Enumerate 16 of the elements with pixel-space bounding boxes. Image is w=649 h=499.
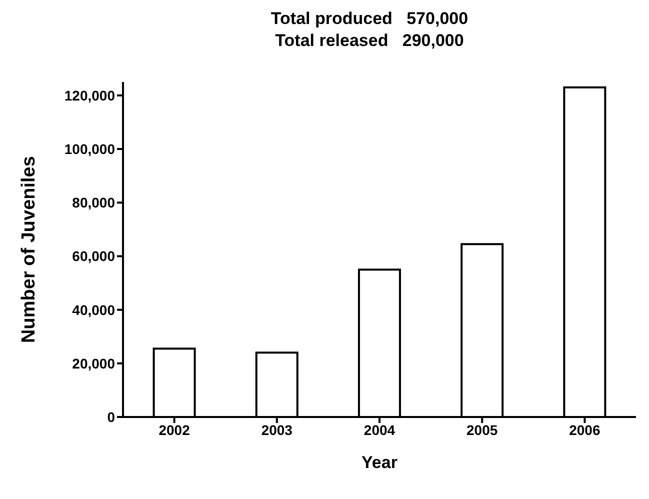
- chart-title: Total produced 570,000: [270, 8, 470, 30]
- y-tick-label: 100,000: [64, 140, 116, 157]
- y-tick-label: 20,000: [72, 355, 116, 372]
- y-tick-label: 80,000: [72, 194, 116, 211]
- y-tick-label: 40,000: [72, 302, 116, 318]
- y-tick-label: 0: [107, 408, 116, 425]
- x-tick-label: 2004: [364, 422, 396, 438]
- y-axis-title: Number of Juveniles: [18, 156, 40, 343]
- x-tick-label: 2006: [569, 422, 600, 438]
- x-tick-label: 2003: [261, 422, 293, 438]
- x-tick-label: 2002: [158, 422, 190, 438]
- x-tick-label: 2005: [466, 422, 498, 438]
- chart-subtitle: Total released 290,000: [274, 30, 465, 52]
- y-tick-label: 60,000: [72, 248, 116, 264]
- x-axis-title: Year: [362, 453, 398, 472]
- y-tick-label: 120,000: [64, 87, 116, 104]
